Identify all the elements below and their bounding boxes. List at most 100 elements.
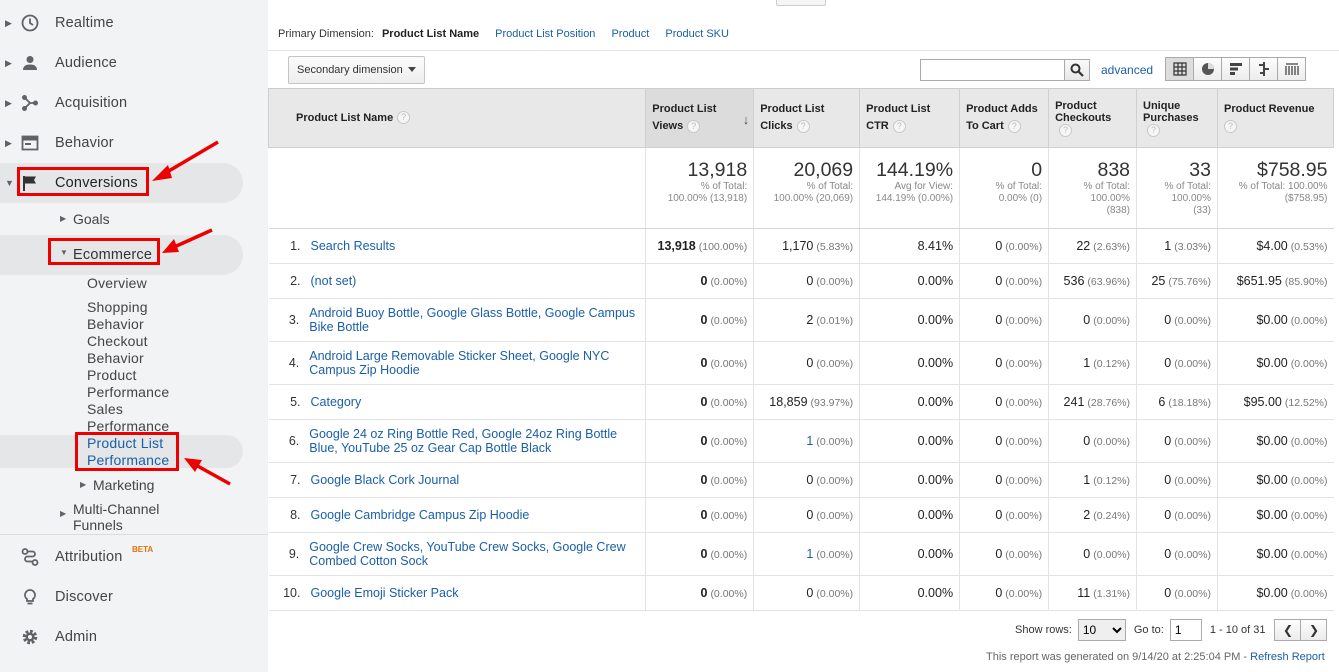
cell-value: 0 bbox=[700, 395, 708, 409]
cell-adds: 0 (0.00%) bbox=[959, 298, 1049, 342]
pivot-view-button[interactable] bbox=[1277, 57, 1306, 81]
refresh-report-link[interactable]: Refresh Report bbox=[1250, 651, 1325, 663]
product-list-link[interactable]: Google Crew Socks, YouTube Crew Socks, G… bbox=[309, 540, 626, 568]
cell-value[interactable]: 1 bbox=[806, 547, 814, 561]
nav-behavior[interactable]: ▶ Behavior bbox=[0, 123, 243, 163]
help-icon[interactable]: ? bbox=[892, 119, 906, 133]
nav-acquisition[interactable]: ▶ Acquisition bbox=[0, 83, 243, 123]
cell-value: 1 bbox=[1164, 239, 1172, 253]
product-list-link[interactable]: (not set) bbox=[310, 274, 357, 288]
header-ctr[interactable]: Product List CTR? bbox=[859, 88, 961, 148]
cell-percent: (0.00%) bbox=[1174, 588, 1211, 600]
dimension-product-list-position[interactable]: Product List Position bbox=[495, 28, 596, 40]
cell-adds: 0 (0.00%) bbox=[959, 228, 1049, 264]
cell-ctr: 0.00% bbox=[859, 341, 960, 385]
product-list-link[interactable]: Google Emoji Sticker Pack bbox=[310, 586, 459, 600]
pie-view-button[interactable] bbox=[1193, 57, 1222, 81]
header-label: Unique Purchases bbox=[1143, 99, 1199, 124]
cell-adds: 0 (0.00%) bbox=[959, 532, 1049, 576]
header-revenue[interactable]: Product Revenue? bbox=[1216, 88, 1335, 148]
product-list-link[interactable]: Category bbox=[310, 395, 362, 409]
product-list-link[interactable]: Google 24 oz Ring Bottle Red, Google 24o… bbox=[309, 427, 618, 455]
product-list-link[interactable]: Google Cambridge Campus Zip Hoodie bbox=[310, 508, 530, 522]
cell-name: 9. Google Crew Socks, YouTube Crew Socks,… bbox=[268, 532, 646, 576]
product-list-link[interactable]: Google Black Cork Journal bbox=[310, 473, 460, 487]
cell-percent: (0.24%) bbox=[1093, 510, 1131, 522]
comparison-view-button[interactable] bbox=[1249, 57, 1278, 81]
nav-overview[interactable]: Overview bbox=[87, 275, 147, 291]
nav-sales-performance[interactable]: Sales Performance bbox=[87, 401, 170, 434]
cell-percent: (0.00%) bbox=[1290, 510, 1328, 522]
goto-page-input[interactable] bbox=[1169, 619, 1202, 641]
cell-name: 6. Google 24 oz Ring Bottle Red, Google 2… bbox=[268, 419, 646, 463]
next-page-button[interactable]: ❯ bbox=[1300, 619, 1328, 641]
collapse-button[interactable] bbox=[776, 0, 826, 6]
help-icon[interactable]: ? bbox=[796, 119, 810, 133]
cell-value: $0.00 bbox=[1256, 434, 1288, 448]
nav-marketing[interactable]: ▶ Marketing bbox=[80, 477, 154, 493]
nav-product-performance[interactable]: Product Performance bbox=[87, 367, 170, 400]
help-icon[interactable]: ? bbox=[1223, 119, 1237, 133]
table-view-button[interactable] bbox=[1165, 57, 1194, 81]
help-icon[interactable]: ? bbox=[1059, 123, 1073, 137]
cell-value: 241 bbox=[1063, 395, 1085, 409]
cell-purchases: 0 (0.00%) bbox=[1136, 419, 1218, 463]
secondary-dimension-dropdown[interactable]: Secondary dimension bbox=[288, 56, 425, 84]
nav-goals[interactable]: ▶ Goals bbox=[60, 211, 110, 227]
cell-value[interactable]: 1 bbox=[806, 434, 814, 448]
cell-ctr: 0.00% bbox=[859, 419, 960, 463]
search-button[interactable] bbox=[1064, 59, 1090, 81]
nav-conversions[interactable]: ▼ Conversions bbox=[0, 163, 243, 203]
nav-label: Conversions bbox=[55, 175, 138, 191]
chevron-right-icon: ❯ bbox=[1308, 623, 1320, 637]
table-search-input[interactable] bbox=[920, 59, 1065, 81]
cell-ctr: 0.00% bbox=[859, 497, 960, 533]
cell-percent: (0.00%) bbox=[1174, 549, 1211, 561]
header-checkouts[interactable]: Product Checkouts? bbox=[1048, 88, 1138, 148]
nav-admin[interactable]: Admin bbox=[0, 617, 243, 657]
help-icon[interactable]: ? bbox=[1007, 119, 1021, 133]
total-adds-to-cart: 0% of Total: 0.00% (0) bbox=[959, 147, 1049, 229]
performance-view-button[interactable] bbox=[1221, 57, 1250, 81]
cell-value: 1 bbox=[1083, 473, 1091, 487]
cell-value: 0.00% bbox=[917, 473, 954, 487]
prev-page-button[interactable]: ❮ bbox=[1274, 619, 1302, 641]
product-list-link[interactable]: Search Results bbox=[310, 239, 396, 253]
cell-purchases: 0 (0.00%) bbox=[1136, 298, 1218, 342]
cell-views: 0 (0.00%) bbox=[645, 497, 754, 533]
total-ctr: 144.19% Avg for View: 144.19% (0.00%) bbox=[859, 147, 960, 229]
cell-value: 1 bbox=[1083, 356, 1091, 370]
nav-multi-channel[interactable]: ▶ Multi-Channel Funnels bbox=[60, 501, 180, 533]
header-product-list-name[interactable]: Product List Name? bbox=[267, 88, 647, 148]
cell-adds: 0 (0.00%) bbox=[959, 462, 1049, 498]
product-list-link[interactable]: Android Buoy Bottle, Google Glass Bottle… bbox=[309, 306, 636, 334]
product-list-link[interactable]: Android Large Removable Sticker Sheet, G… bbox=[309, 349, 610, 377]
nav-product-list-performance[interactable]: Product List Performance bbox=[87, 435, 170, 468]
cell-value: 0 bbox=[1164, 356, 1172, 370]
help-icon[interactable]: ? bbox=[1147, 123, 1161, 137]
table-row: 3. Android Buoy Bottle, Google Glass Bott… bbox=[268, 298, 1334, 342]
nav-attribution[interactable]: Attribution BETA bbox=[0, 537, 243, 577]
cell-percent: (0.00%) bbox=[1174, 510, 1211, 522]
cell-ctr: 8.41% bbox=[859, 228, 960, 264]
dimension-product[interactable]: Product bbox=[611, 28, 650, 40]
help-icon[interactable]: ? bbox=[397, 111, 411, 125]
nav-checkout-behavior[interactable]: Checkout Behavior bbox=[87, 333, 148, 366]
nav-realtime[interactable]: ▶ Realtime bbox=[0, 3, 243, 43]
dimension-product-sku[interactable]: Product SKU bbox=[665, 28, 729, 40]
advanced-filter-link[interactable]: advanced bbox=[1101, 63, 1154, 77]
header-unique-purchases[interactable]: Unique Purchases? bbox=[1136, 88, 1218, 148]
header-clicks[interactable]: Product List Clicks? bbox=[753, 88, 861, 148]
rows-per-page-select[interactable]: 10 bbox=[1077, 619, 1126, 641]
nav-discover[interactable]: Discover bbox=[0, 577, 243, 617]
cell-value: 0.00% bbox=[917, 547, 954, 561]
nav-shopping-behavior[interactable]: Shopping Behavior bbox=[87, 299, 148, 332]
nav-audience[interactable]: ▶ Audience bbox=[0, 43, 243, 83]
cell-value: 0 bbox=[700, 508, 708, 522]
header-views[interactable]: Product List Views? ↓ bbox=[645, 88, 755, 148]
primary-dimension-label: Primary Dimension: bbox=[278, 28, 374, 40]
header-adds-to-cart[interactable]: Product Adds To Cart? bbox=[959, 88, 1050, 148]
help-icon[interactable]: ? bbox=[687, 119, 701, 133]
cell-value: 0 bbox=[995, 434, 1003, 448]
nav-ecommerce[interactable]: ▼ Ecommerce bbox=[0, 235, 243, 275]
